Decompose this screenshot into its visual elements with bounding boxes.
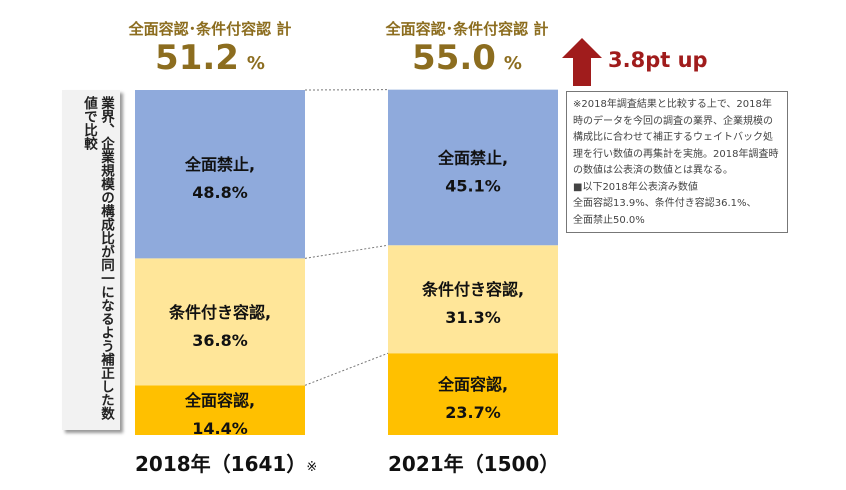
footnote-text: 全面禁止50.0% (573, 214, 645, 226)
data-label: 31.3% (445, 308, 501, 327)
data-label: 全面容認, (437, 375, 508, 394)
header-2021: 全面容認･条件付容認 計 55.0% (372, 18, 562, 83)
data-label: 全面容認, (184, 391, 255, 410)
x-tick-mark: ※ (306, 460, 318, 475)
footnote-text: ■以下2018年公表済み数値 (573, 181, 698, 193)
footnote-text: ※2018年調査結果と比較する上で、2018年時のデータを今回の調査の業界、企業… (573, 99, 779, 176)
footnote: ※2018年調査結果と比較する上で、2018年時のデータを今回の調査の業界、企業… (566, 91, 788, 233)
footnote-text: 全面容認13.9%、条件付き容認36.1%、 (573, 198, 757, 209)
change-label: 3.8pt up (608, 48, 708, 72)
data-label: 14.4% (192, 419, 248, 438)
data-label: 48.8% (192, 183, 248, 202)
x-tick-label: 2021年（1500） (388, 452, 560, 476)
data-label: 36.8% (192, 331, 248, 350)
x-label-2021: 2021年（1500） (388, 448, 559, 477)
side-note: 業界、企業規模の構成比が同一になるよう補正した数値で比較 (62, 90, 120, 430)
x-tick-label: 2018年（1641） (135, 452, 307, 476)
bar-segment (388, 89, 558, 246)
bar-segment (388, 245, 558, 354)
bar-segment (135, 258, 305, 386)
data-label: 45.1% (445, 176, 501, 195)
bar-segment (388, 353, 558, 435)
header-value: 51.2 (155, 38, 239, 78)
up-arrow-icon (562, 38, 602, 86)
data-label: 条件付き容認, (421, 280, 524, 299)
header-label: 全面容認･条件付容認 計 (385, 20, 549, 38)
data-label: 全面禁止, (184, 155, 255, 174)
header-label: 全面容認･条件付容認 計 (128, 20, 292, 38)
bar-segment (135, 385, 305, 435)
data-label: 条件付き容認, (168, 303, 271, 322)
connector-line (304, 244, 389, 259)
connector-line (304, 352, 389, 386)
data-label: 23.7% (445, 403, 501, 422)
header-unit: % (503, 53, 522, 74)
x-label-2018: 2018年（1641）※ (135, 448, 317, 477)
header-2018: 全面容認･条件付容認 計 51.2% (120, 18, 300, 83)
header-unit: % (246, 53, 265, 74)
header-value: 55.0 (412, 38, 496, 78)
data-label: 全面禁止, (437, 148, 508, 167)
bar-segment (135, 90, 305, 259)
